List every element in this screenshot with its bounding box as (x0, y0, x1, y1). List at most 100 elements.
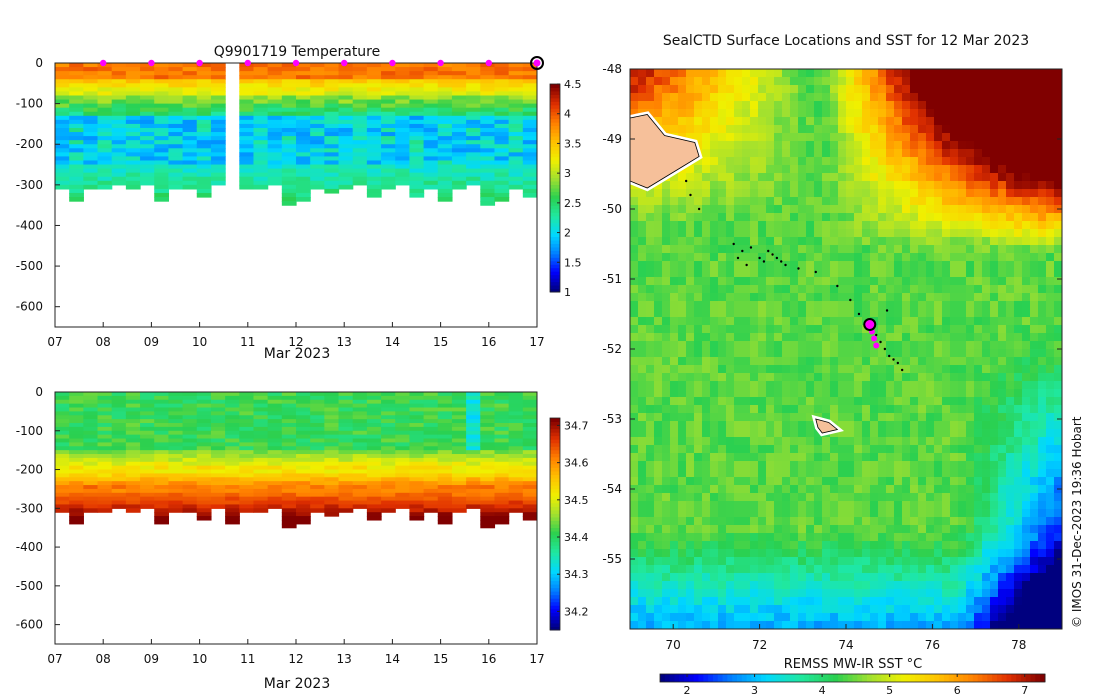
sst-cell (758, 77, 767, 86)
sst-cell (718, 181, 727, 190)
sst-cell (686, 365, 695, 374)
heatmap-cell (508, 67, 524, 72)
heatmap-cell (409, 504, 425, 509)
sst-cell (718, 333, 727, 342)
heatmap-cell (140, 152, 155, 158)
heatmap-cell (324, 434, 340, 440)
sst-cell (822, 525, 831, 534)
sst-cell (654, 357, 663, 366)
heatmap-cell (196, 477, 212, 482)
heatmap-cell (281, 519, 297, 525)
heatmap-cell (125, 434, 141, 440)
sst-cell (662, 213, 671, 222)
sst-map-panel: SealCTD Surface Locations and SST for 12… (602, 33, 1084, 697)
sst-cell (878, 581, 887, 590)
heatmap-cell (55, 399, 70, 405)
sst-cell (694, 301, 703, 310)
heatmap-cell (154, 411, 170, 416)
colorbar-swatch (550, 167, 560, 172)
sst-cell (726, 165, 735, 174)
sst-cell (702, 245, 711, 254)
sst-cell (806, 181, 815, 190)
sst-cell (886, 613, 895, 622)
sst-cell (646, 453, 655, 462)
sst-cell (646, 333, 655, 342)
heatmap-cell (239, 473, 255, 478)
sst-cell (670, 501, 679, 510)
colorbar-swatch (550, 516, 560, 521)
heatmap-cell (451, 136, 467, 141)
heatmap-cell (480, 115, 496, 121)
heatmap-cell (437, 99, 453, 105)
sst-cell (686, 237, 695, 246)
heatmap-cell (239, 99, 255, 105)
sst-cell (726, 181, 735, 190)
heatmap-cell (352, 83, 368, 88)
sst-cell (814, 205, 823, 214)
heatmap-cell (352, 115, 368, 121)
heatmap-cell (154, 496, 170, 502)
sst-cell (798, 221, 807, 230)
heatmap-cell (55, 423, 70, 428)
sst-cell (894, 69, 903, 78)
heatmap-cell (154, 500, 170, 506)
sst-cell (854, 197, 863, 206)
sst-cell (686, 293, 695, 302)
sst-cell (702, 437, 711, 446)
sst-cell (902, 341, 911, 350)
heatmap-cell (381, 457, 396, 463)
sst-cell (726, 589, 735, 598)
heatmap-cell (253, 496, 269, 502)
current-day-marker (530, 56, 544, 70)
y-tick-label: -600 (16, 618, 43, 632)
heatmap-cell (253, 99, 269, 105)
heatmap-cell (69, 99, 84, 105)
heatmap-cell (267, 434, 283, 440)
heatmap-cell (111, 411, 127, 416)
heatmap-cell (239, 477, 255, 482)
sst-cell (694, 213, 703, 222)
sst-cell (718, 85, 727, 94)
sst-cell (654, 389, 663, 398)
heatmap-cell (423, 411, 439, 416)
heatmap-cell (395, 136, 411, 141)
heatmap-cell (494, 152, 510, 158)
sst-cell (886, 581, 895, 590)
heatmap-cell (267, 148, 283, 153)
heatmap-cell (437, 496, 453, 502)
heatmap-cell (140, 79, 155, 84)
sst-cell (910, 485, 919, 494)
colorbar-swatch (550, 250, 560, 255)
heatmap-cell (253, 477, 269, 482)
heatmap-cell (253, 79, 269, 84)
heatmap-cell (55, 75, 70, 80)
heatmap-cell (281, 119, 297, 125)
heatmap-cell (508, 99, 524, 105)
sst-cell (630, 277, 639, 286)
heatmap-cell (324, 473, 340, 478)
sst-cell (678, 261, 687, 270)
sst-cell (910, 429, 919, 438)
heatmap-cell (466, 156, 481, 162)
sst-cell (758, 205, 767, 214)
heatmap-cell (296, 164, 311, 170)
sst-cell (822, 165, 831, 174)
sst-cell (838, 141, 847, 150)
sst-cell (878, 397, 887, 406)
heatmap-cell (210, 160, 226, 166)
sst-cell (846, 533, 855, 542)
sst-cell (894, 397, 903, 406)
sst-cell (854, 493, 863, 502)
heatmap-cell (281, 392, 297, 397)
heatmap-cell (111, 67, 127, 72)
heatmap-cell (437, 500, 453, 506)
sst-cell (750, 325, 759, 334)
sst-cell (718, 509, 727, 518)
heatmap-cell (423, 481, 439, 486)
heatmap-cell (125, 119, 141, 125)
sst-cell (694, 293, 703, 302)
heatmap-cell (125, 496, 141, 502)
sst-cell (814, 101, 823, 110)
sst-cell (830, 493, 839, 502)
heatmap-cell (466, 426, 481, 432)
